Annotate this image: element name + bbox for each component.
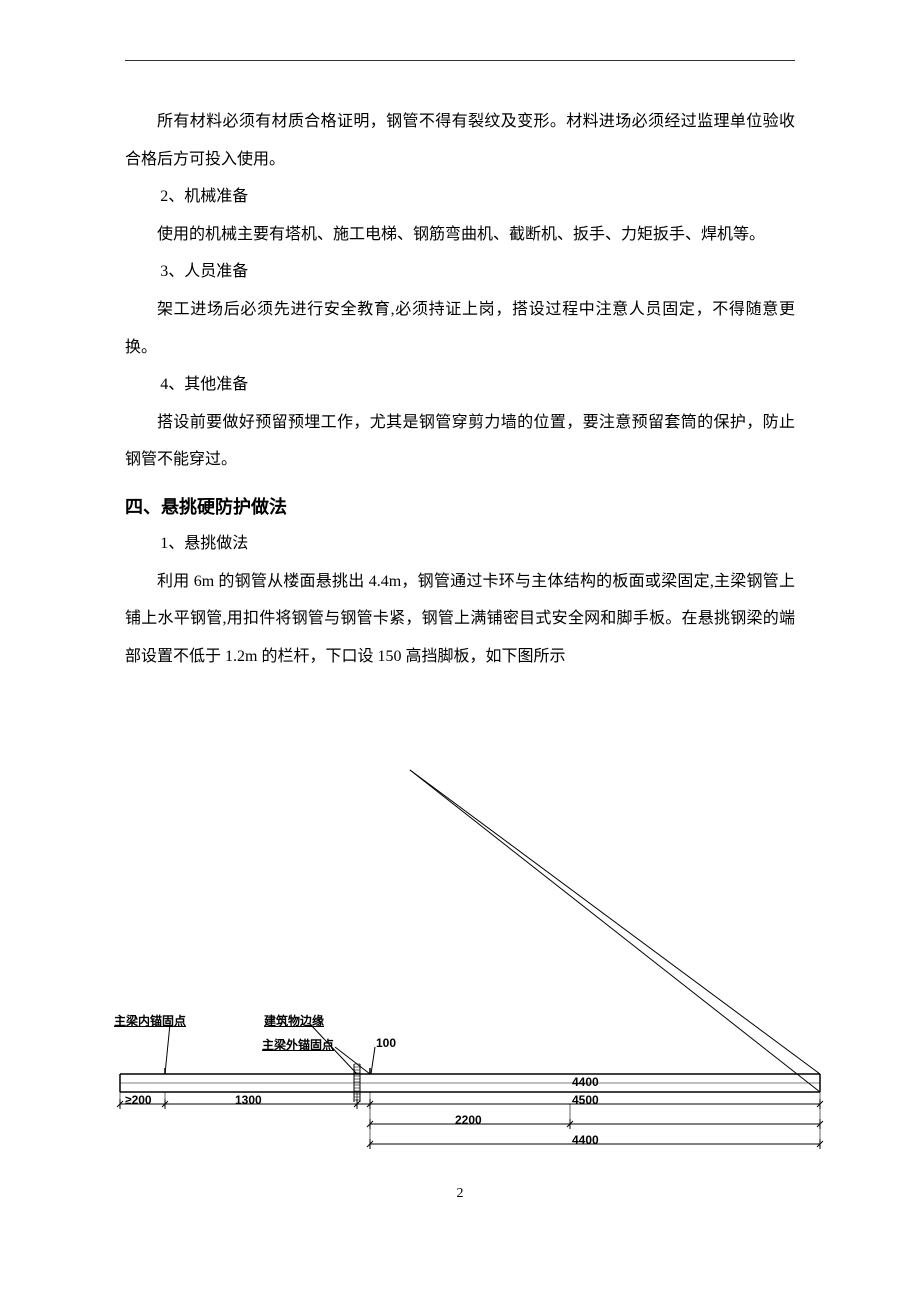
- label-inner-anchor: 主梁内锚固点: [114, 1012, 186, 1029]
- dim-2200: 2200: [455, 1113, 482, 1127]
- dim-ge200: ≥200: [125, 1093, 152, 1107]
- top-rule: [125, 60, 795, 61]
- heading-other: 4、其他准备: [125, 366, 795, 404]
- label-outer-anchor: 主梁外锚固点: [262, 1036, 334, 1053]
- heading-cantilever: 1、悬挑做法: [125, 525, 795, 563]
- paragraph-materials: 所有材料必须有材质合格证明，钢管不得有裂纹及变形。材料进场必须经过监理单位验收合…: [125, 103, 795, 178]
- label-building-edge: 建筑物边缘: [264, 1012, 324, 1029]
- label-100: 100: [376, 1036, 396, 1050]
- section-4-title: 四、悬挑硬防护做法: [125, 493, 795, 519]
- dim-4400-top: 4400: [572, 1075, 599, 1089]
- heading-personnel: 3、人员准备: [125, 253, 795, 291]
- paragraph-personnel: 架工进场后必须先进行安全教育,必须持证上岗，搭设过程中注意人员固定，不得随意更换…: [125, 291, 795, 366]
- cantilever-diagram: 主梁内锚固点 建筑物边缘 主梁外锚固点 100 4400 4500 ≥200 1…: [110, 764, 830, 1184]
- dim-1300: 1300: [235, 1093, 262, 1107]
- heading-mechanical: 2、机械准备: [125, 178, 795, 216]
- paragraph-cantilever: 利用 6m 的钢管从楼面悬挑出 4.4m，钢管通过卡环与主体结构的板面或梁固定,…: [125, 563, 795, 676]
- paragraph-other: 搭设前要做好预留预埋工作，尤其是钢管穿剪力墙的位置，要注意预留套筒的保护，防止钢…: [125, 404, 795, 479]
- dim-4500: 4500: [572, 1093, 599, 1107]
- paragraph-mechanical: 使用的机械主要有塔机、施工电梯、钢筋弯曲机、截断机、扳手、力矩扳手、焊机等。: [125, 216, 795, 254]
- page-number: 2: [0, 1186, 920, 1202]
- dim-4400-bot: 4400: [572, 1133, 599, 1147]
